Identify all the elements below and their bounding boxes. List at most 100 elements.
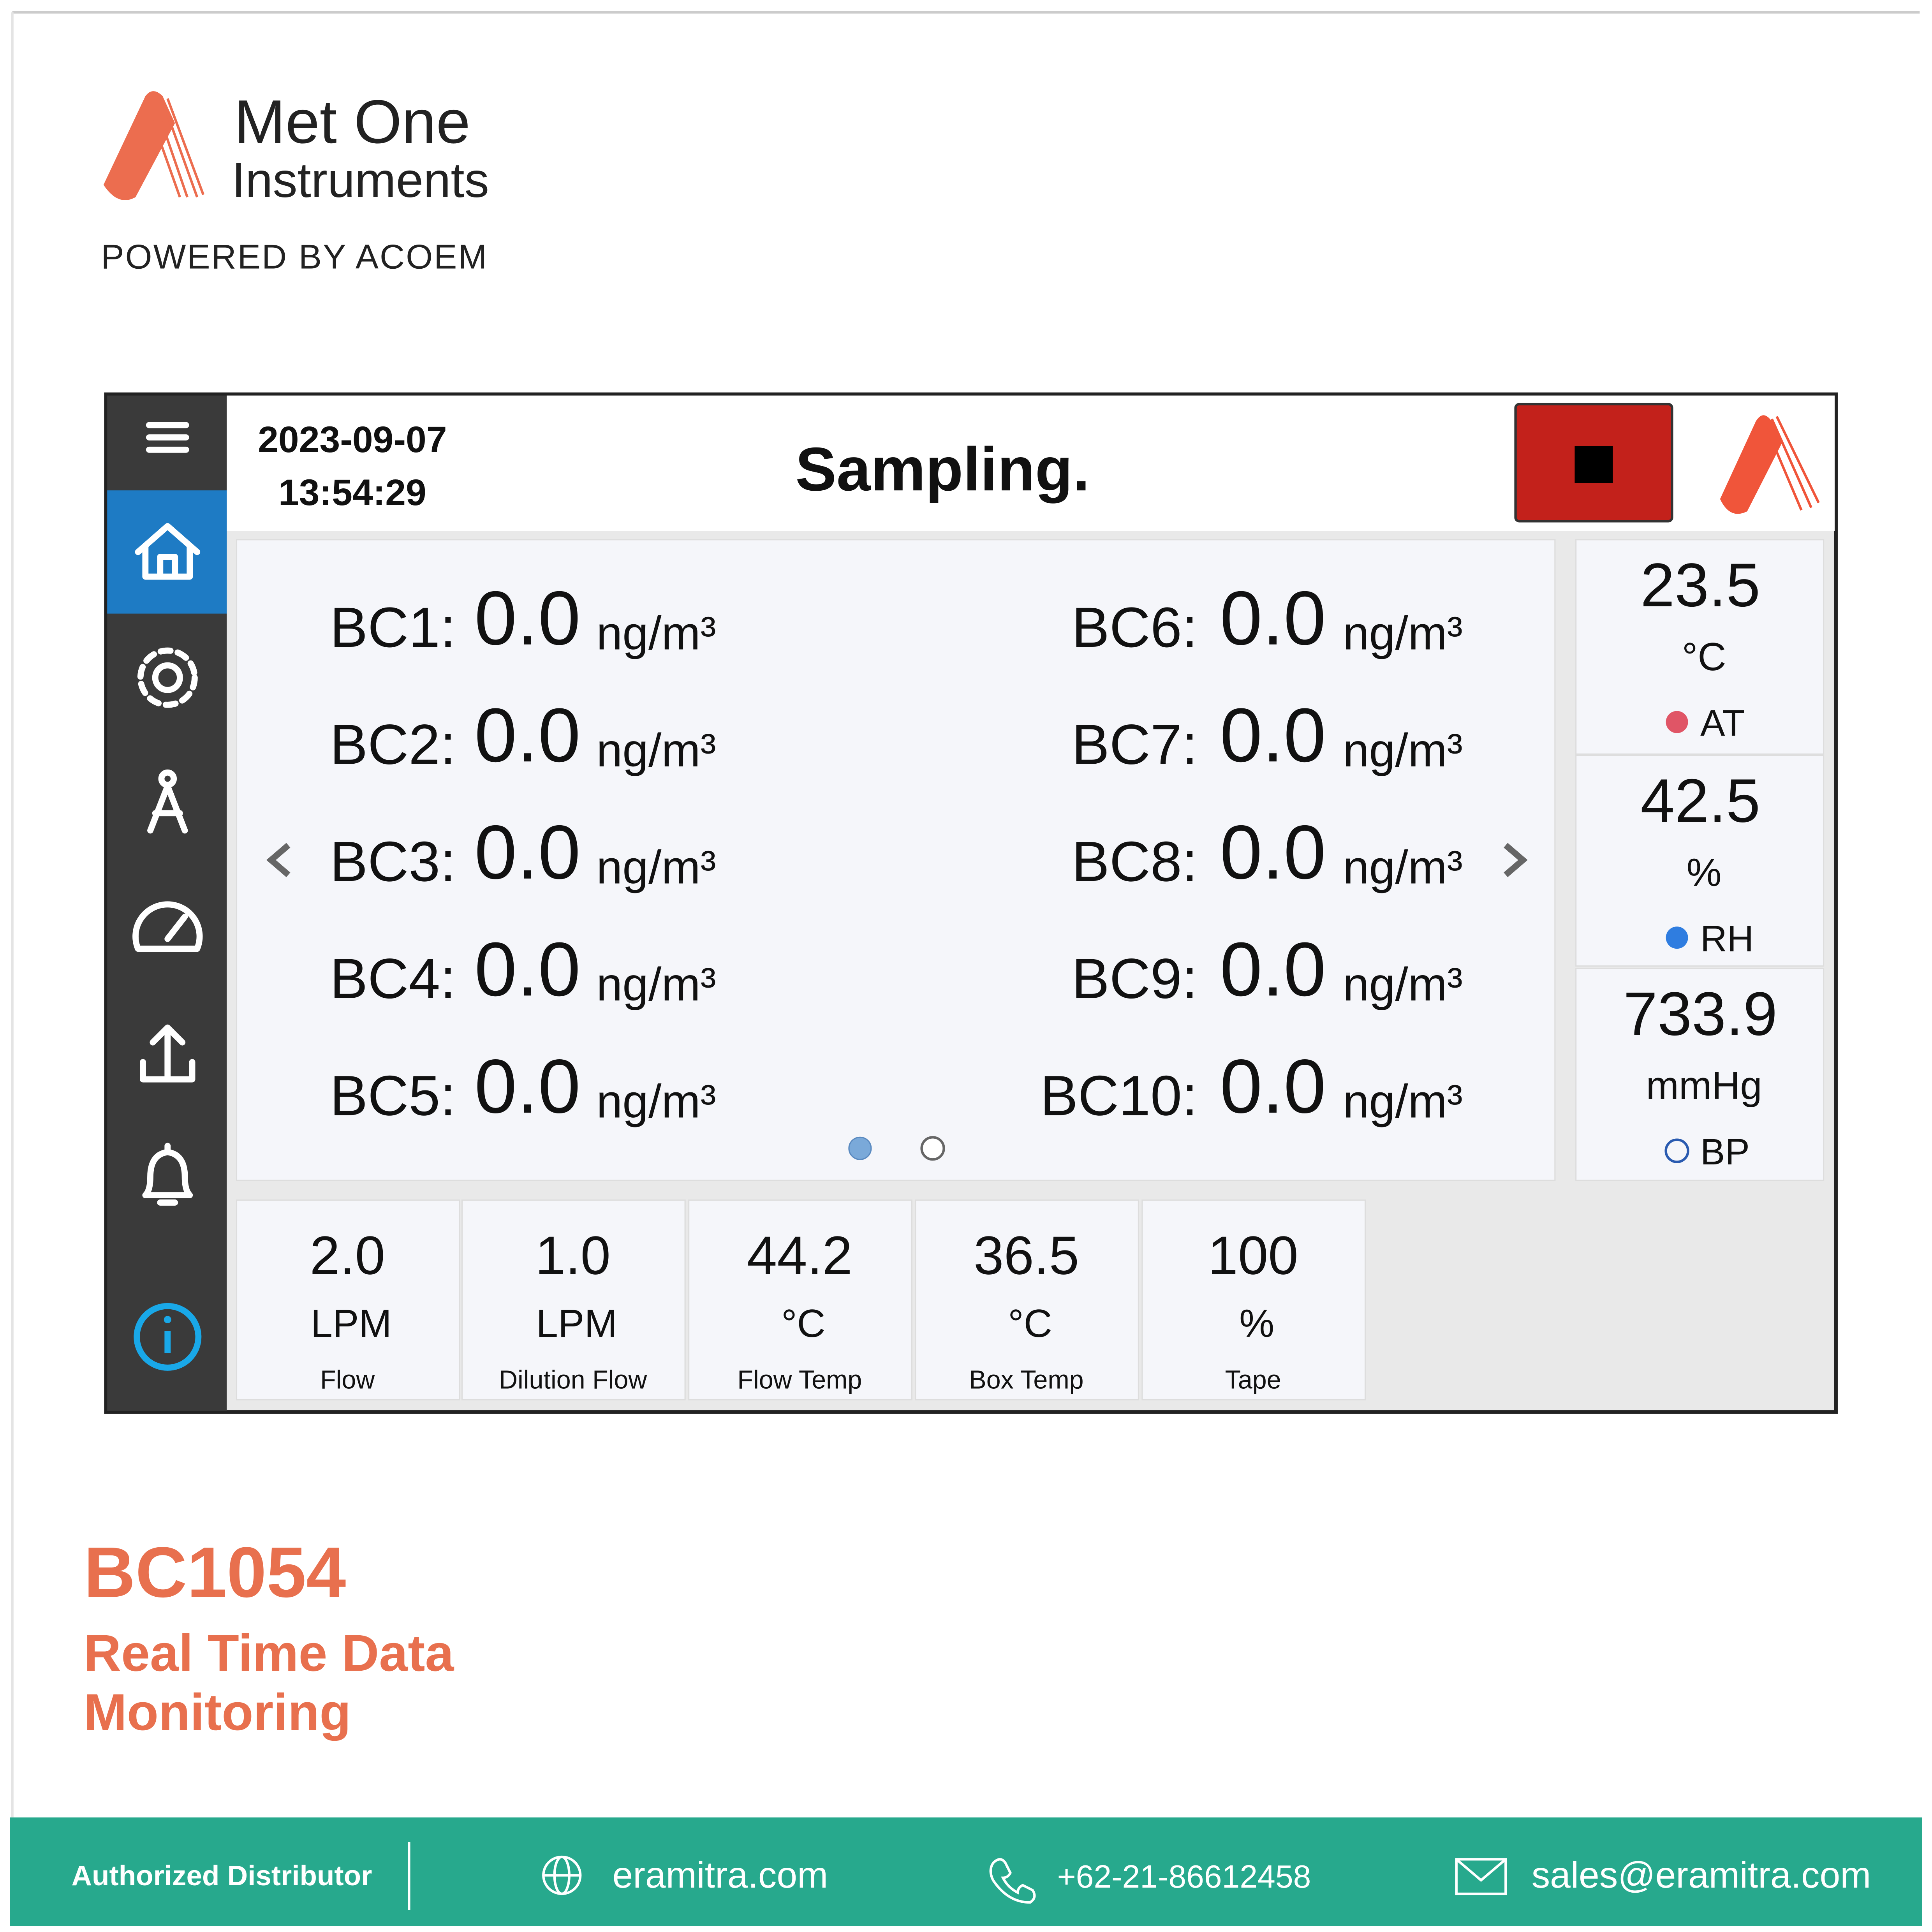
ambient-label: AT	[1700, 703, 1745, 744]
upload-button[interactable]	[140, 1024, 195, 1083]
bc-label: BC7:	[1072, 713, 1198, 776]
bc-value: 0.0	[474, 1043, 581, 1129]
tile-value: 100	[1208, 1225, 1298, 1286]
tile-unit: LPM	[311, 1302, 392, 1346]
bc-label: BC5:	[330, 1064, 456, 1127]
tile-label: Tape	[1225, 1366, 1281, 1395]
ambient-icon	[1666, 926, 1688, 949]
bc-value: 0.0	[474, 926, 581, 1012]
status-tile	[236, 1199, 460, 1400]
product-headline: Real Time Data	[84, 1624, 454, 1682]
page-dot[interactable]	[848, 1136, 872, 1160]
home-button[interactable]	[107, 490, 227, 614]
bc-unit: ng/m³	[1343, 1076, 1463, 1128]
product-headline: Monitoring	[84, 1684, 351, 1741]
tile-label: Flow	[320, 1366, 375, 1395]
tools-icon	[158, 769, 177, 788]
bc-value: 0.0	[1220, 575, 1326, 661]
info-button[interactable]	[134, 1303, 202, 1371]
ambient-value: 733.9	[1623, 979, 1777, 1048]
tile-value: 44.2	[747, 1225, 852, 1286]
bc-unit: ng/m³	[596, 842, 716, 894]
bc-value: 0.0	[1220, 1043, 1326, 1129]
bc-label: BC6:	[1072, 595, 1198, 659]
bc-unit: ng/m³	[1343, 958, 1463, 1011]
brand-name: Met One	[234, 87, 470, 156]
bc-value: 0.0	[1220, 926, 1326, 1012]
tile-label: Box Temp	[969, 1366, 1083, 1395]
bc-label: BC4:	[330, 947, 456, 1010]
page-dot[interactable]	[920, 1136, 945, 1161]
bc-unit: ng/m³	[1343, 724, 1463, 777]
ambient-tile	[1575, 968, 1825, 1181]
bc-label: BC2:	[330, 713, 456, 776]
bc-value: 0.0	[474, 692, 581, 778]
bc-value: 0.0	[1220, 809, 1326, 895]
brand-name: Instruments	[232, 152, 489, 208]
bc-unit: ng/m³	[1343, 842, 1463, 894]
globe-icon	[542, 1855, 582, 1895]
status-title: Sampling.	[795, 435, 1090, 504]
ambient-label: BP	[1700, 1131, 1750, 1173]
footer-label: Authorized Distributor	[72, 1860, 372, 1891]
tools-button[interactable]	[147, 783, 188, 834]
bc-panel	[236, 539, 1556, 1181]
ambient-label: RH	[1700, 918, 1754, 960]
next-page-arrow[interactable]	[1504, 843, 1528, 877]
tile-unit: LPM	[536, 1302, 617, 1346]
bc-unit: ng/m³	[596, 1076, 716, 1128]
status-tile	[688, 1199, 912, 1400]
footer-phone[interactable]: +62-21-86612458	[1057, 1859, 1311, 1895]
stop-button[interactable]	[1514, 403, 1673, 523]
footer-email[interactable]: sales@eramitra.com	[1532, 1855, 1871, 1896]
bc-unit: ng/m³	[1343, 607, 1463, 659]
ambient-unit: °C	[1682, 635, 1726, 679]
tile-unit: °C	[781, 1302, 826, 1346]
bc-label: BC9:	[1072, 947, 1198, 1010]
tile-unit: °C	[1008, 1302, 1052, 1346]
screen-logo	[1720, 415, 1820, 514]
dashboard-button[interactable]	[132, 901, 203, 952]
bc-label: BC10:	[1040, 1064, 1198, 1127]
bc-value: 0.0	[1220, 692, 1326, 778]
tile-value: 2.0	[310, 1225, 385, 1286]
ambient-tile	[1575, 754, 1825, 967]
settings-button[interactable]	[137, 647, 198, 708]
ambient-tile	[1575, 539, 1825, 755]
prev-page-arrow[interactable]	[266, 843, 291, 877]
home-icon	[135, 523, 201, 580]
tile-value: 1.0	[535, 1225, 611, 1286]
ambient-unit: mmHg	[1646, 1064, 1762, 1108]
bc-label: BC1:	[330, 595, 456, 659]
date: 2023-09-07	[258, 419, 447, 460]
bc-value: 0.0	[474, 809, 581, 895]
tile-value: 36.5	[974, 1225, 1079, 1286]
menu-button[interactable]	[146, 422, 189, 453]
alarm-button[interactable]	[142, 1143, 193, 1206]
brand-logo	[103, 91, 205, 201]
phone-icon	[989, 1858, 1036, 1904]
bc-unit: ng/m³	[596, 958, 716, 1011]
time: 13:54:29	[278, 472, 426, 513]
status-tile	[915, 1199, 1139, 1400]
bc-unit: ng/m³	[596, 607, 716, 659]
ambient-icon	[1664, 1138, 1689, 1163]
tile-label: Flow Temp	[737, 1366, 862, 1395]
brand-tagline: POWERED BY ACOEM	[101, 238, 488, 276]
tile-unit: %	[1239, 1302, 1274, 1346]
mail-icon	[1455, 1858, 1507, 1895]
status-tile	[461, 1199, 686, 1400]
ambient-icon	[1666, 711, 1688, 733]
footer-website[interactable]: eramitra.com	[612, 1855, 828, 1896]
ambient-value: 23.5	[1640, 551, 1760, 620]
product-model: BC1054	[84, 1532, 346, 1612]
bc-label: BC8:	[1072, 830, 1198, 893]
status-tile	[1141, 1199, 1366, 1400]
ambient-value: 42.5	[1640, 766, 1760, 835]
bc-value: 0.0	[474, 575, 581, 661]
ambient-unit: %	[1687, 851, 1722, 895]
footer-bar	[10, 1817, 1922, 1926]
bc-unit: ng/m³	[596, 724, 716, 777]
tile-label: Dilution Flow	[499, 1366, 647, 1395]
